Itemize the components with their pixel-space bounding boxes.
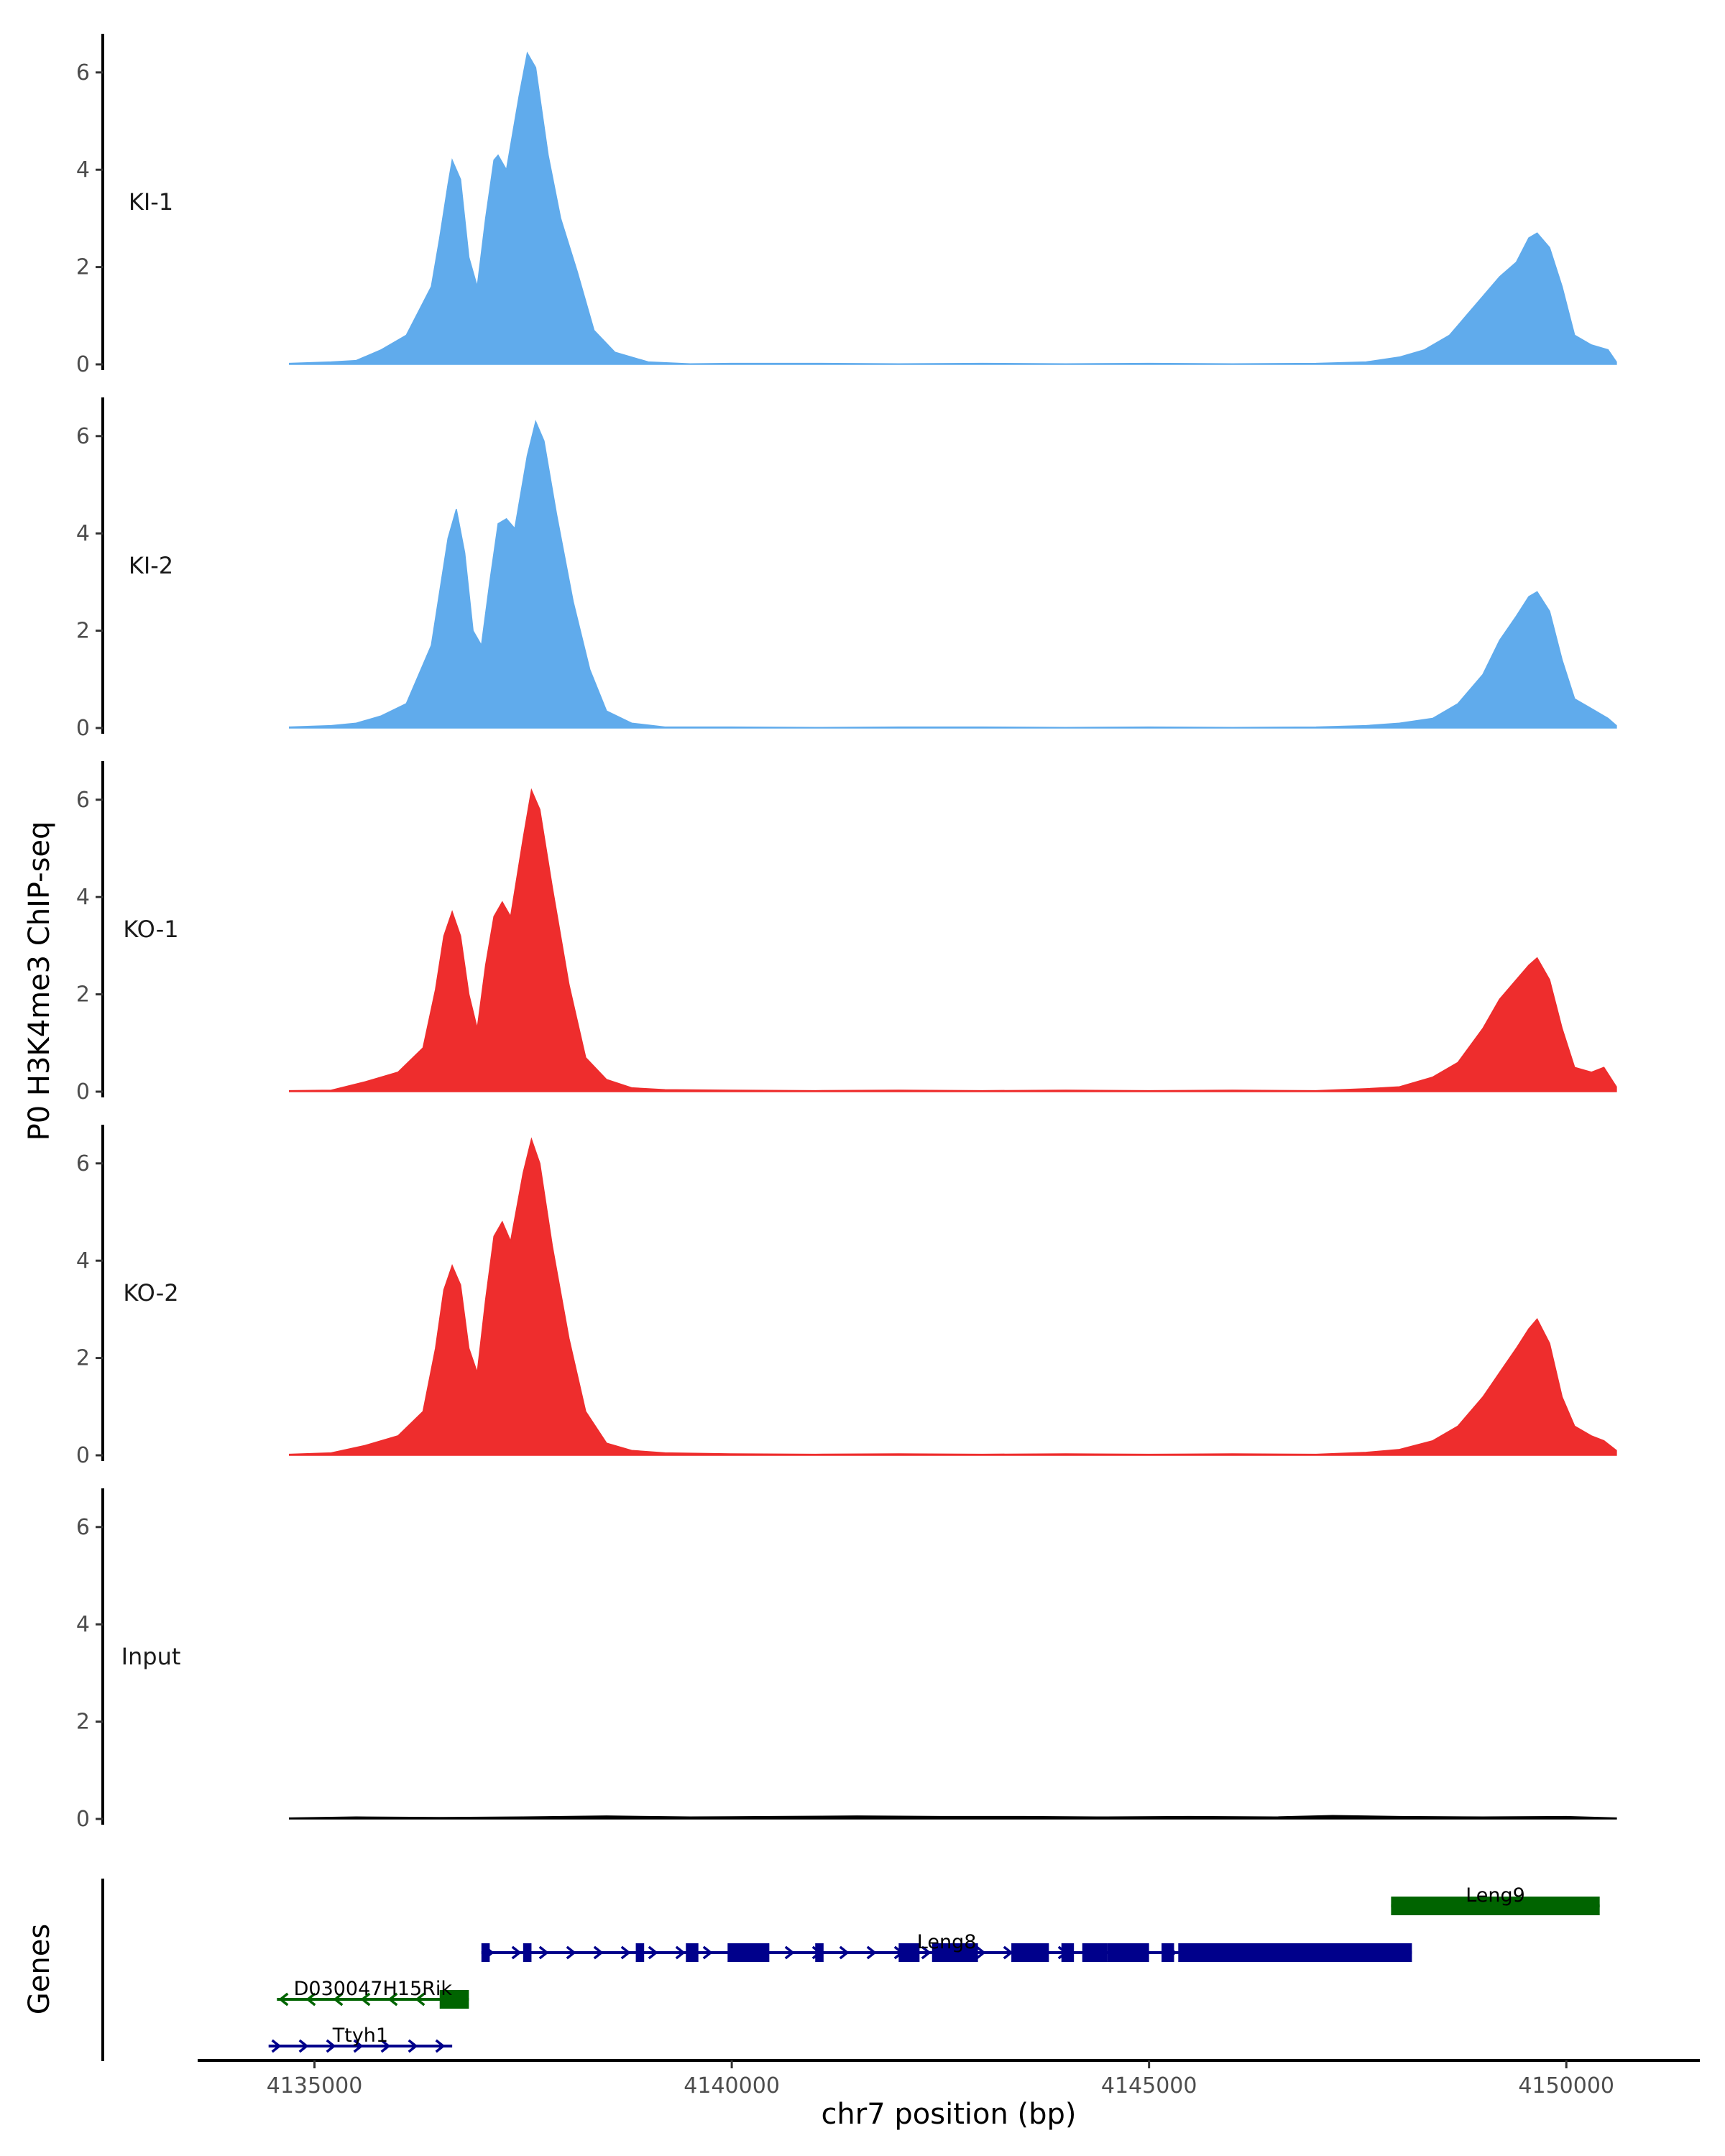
track-ko-2: 0 2 4 6 KO-2 [76,1125,1617,1468]
y-tick-label: 4 [76,1248,90,1273]
exon [898,1943,920,1962]
y-tick-label: 2 [76,255,90,280]
strand-chevron [380,2039,391,2053]
y-tick-label: 2 [76,1346,90,1371]
strand-chevron [333,1992,344,2007]
x-tick-label: 4135000 [267,2073,363,2099]
strand-chevron [387,1992,398,2007]
y-tick-label: 6 [76,1515,90,1540]
y-tick-label: 6 [76,60,90,86]
track-panels: 0 2 4 6 KI-1 0 2 4 6 KI-2 0 2 4 6 KO-1 0 2 4 6 KO-2 0 2 4 6 Inpu… [76,34,1617,1832]
strand-chevron [1003,1945,1013,1960]
track-label: KI-1 [129,188,173,216]
gene-d030047h15rik: D030047H15Rik [277,1978,469,2009]
x-tick-label: 4140000 [684,2073,780,2099]
x-tick-label: 4150000 [1518,2073,1614,2099]
y-tick-label: 0 [76,1807,90,1832]
exon [727,1943,770,1962]
strand-chevron [839,1945,850,1960]
strand-chevron [511,1945,522,1960]
strand-chevron [921,1945,932,1960]
y-tick-label: 4 [76,1612,90,1637]
exon [1011,1943,1049,1962]
exon [932,1943,978,1962]
strand-chevron [593,1945,604,1960]
y-tick-label: 6 [76,1151,90,1176]
strand-chevron [975,1945,986,1960]
signal-area-ki-1 [288,51,1617,365]
exon [439,1990,469,2009]
signal-area-ki-2 [288,420,1617,729]
strand-chevron [675,1945,686,1960]
y-tick-label: 6 [76,788,90,813]
track-ki-1: 0 2 4 6 KI-1 [76,34,1617,377]
exon [1082,1943,1108,1962]
exon [1162,1943,1174,1962]
exon [815,1943,824,1962]
y-tick-label: 0 [76,1443,90,1468]
y-tick-label: 0 [76,352,90,377]
track-label: KO-2 [123,1279,178,1307]
exon [1391,1897,1600,1915]
strand-chevron [305,1992,316,2007]
track-ki-2: 0 2 4 6 KI-2 [76,397,1617,741]
track-label: KO-1 [123,916,178,943]
y-tick-label: 0 [76,716,90,741]
strand-chevron [360,1992,371,2007]
track-label: KI-2 [129,552,173,579]
strand-chevron [326,2039,336,2053]
signal-area-input [288,1815,1617,1820]
strand-chevron [538,1945,549,1960]
y-tick-label: 4 [76,521,90,546]
strand-chevron [620,1945,631,1960]
x-tick-label: 4145000 [1101,2073,1197,2099]
y-tick-label: 4 [76,157,90,183]
exon [635,1943,645,1962]
y-tick-label: 4 [76,885,90,910]
genes-panel: Leng9 Leng8 D030047H15Rik Ttyh1 [101,1879,1600,2061]
exon [686,1943,699,1962]
strand-chevron [278,1992,289,2007]
exon [1107,1943,1149,1962]
strand-chevron [298,2039,309,2053]
genes-panel-title: Genes [23,1924,56,2014]
signal-area-ko-1 [288,788,1617,1092]
x-axis-title: chr7 position (bp) [821,2098,1076,2131]
strand-chevron [435,2039,446,2053]
y-axis-title: P0 H3K4me3 ChIP-seq [23,821,56,1141]
strand-chevron [784,1945,795,1960]
track-input: 0 2 4 6 Input [76,1488,1617,1832]
y-tick-label: 0 [76,1079,90,1105]
strand-chevron [866,1945,877,1960]
strand-chevron [271,2039,282,2053]
exon [523,1943,532,1962]
y-tick-label: 6 [76,424,90,449]
y-tick-label: 2 [76,1710,90,1735]
signal-area-ko-2 [288,1137,1617,1456]
gene-leng8: Leng8 [481,1931,1412,1962]
track-ko-1: 0 2 4 6 KO-1 [76,761,1617,1105]
strand-chevron [408,2039,418,2053]
gene-label: D030047H15Rik [294,1978,453,2000]
strand-chevron [353,2039,364,2053]
gene-label: Leng8 [917,1931,977,1953]
strand-chevron [566,1945,576,1960]
gene-label: Ttyh1 [332,2024,388,2047]
strand-chevron [415,1992,426,2007]
gene-ttyh1: Ttyh1 [268,2024,453,2053]
strand-chevron [648,1945,658,1960]
gene-leng9: Leng9 [1391,1884,1600,1915]
x-axis: 4135000 4140000 4145000 4150000 [198,2059,1700,2099]
strand-chevron [702,1945,713,1960]
gene-label: Leng9 [1466,1884,1525,1907]
exon [1178,1943,1412,1962]
exon [481,1943,490,1962]
y-tick-label: 2 [76,619,90,644]
y-tick-label: 2 [76,982,90,1008]
exon [1061,1943,1075,1962]
track-label: Input [121,1643,181,1670]
